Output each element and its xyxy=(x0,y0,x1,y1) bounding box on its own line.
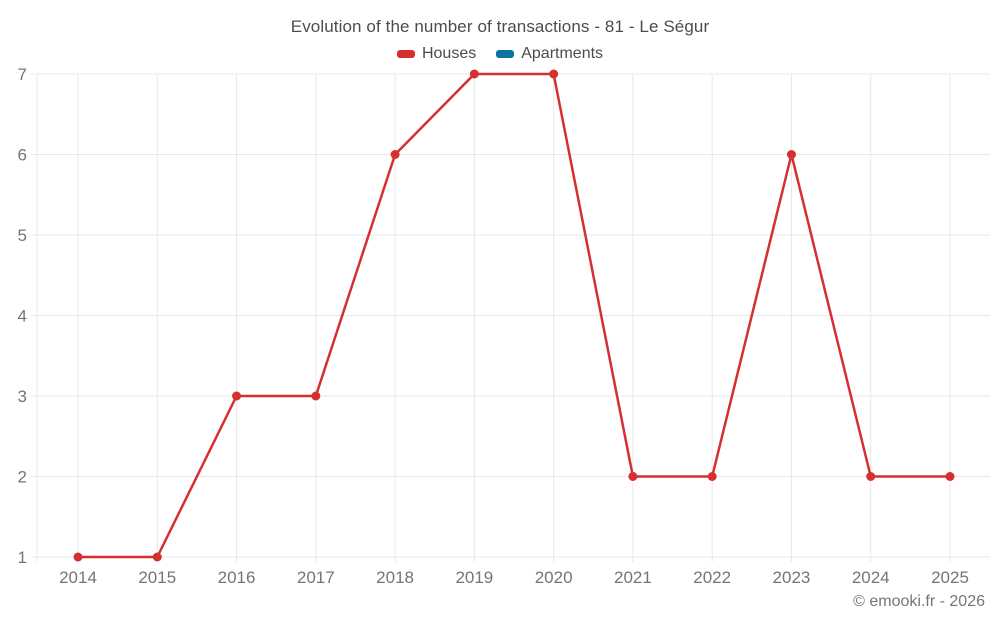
houses-data-point-2017[interactable] xyxy=(311,391,321,401)
y-axis-tick-label-4: 4 xyxy=(18,307,27,326)
x-axis-tick-label-2021: 2021 xyxy=(614,568,652,587)
houses-data-point-2023[interactable] xyxy=(786,150,796,159)
x-axis-tick-label-2025: 2025 xyxy=(931,568,969,587)
watermark: © emooki.fr - 2026 xyxy=(853,593,985,610)
houses-data-point-2022[interactable] xyxy=(707,472,717,481)
legend-label-apartments: Apartments xyxy=(521,45,604,62)
legend: Houses Apartments xyxy=(0,45,1000,63)
houses-data-point-2021[interactable] xyxy=(628,472,638,481)
x-axis-tick-label-2024: 2024 xyxy=(852,568,890,587)
x-axis-tick-label-2017: 2017 xyxy=(297,568,335,587)
houses-data-point-2024[interactable] xyxy=(866,472,876,481)
x-axis-tick-label-2018: 2018 xyxy=(376,568,414,587)
y-axis-tick-label-6: 6 xyxy=(18,146,27,165)
y-axis-tick-label-7: 7 xyxy=(18,65,27,84)
x-axis-tick-label-2020: 2020 xyxy=(535,568,573,587)
x-axis-tick-label-2023: 2023 xyxy=(773,568,811,587)
houses-data-point-2016[interactable] xyxy=(232,391,242,401)
houses-data-point-2025[interactable] xyxy=(945,472,955,481)
houses-data-point-2020[interactable] xyxy=(549,69,559,79)
houses-series-line xyxy=(76,72,952,559)
y-axis-tick-label-5: 5 xyxy=(18,226,27,245)
legend-label-houses: Houses xyxy=(421,45,477,62)
legend-item-apartments[interactable]: Apartments xyxy=(496,45,603,63)
legend-item-houses[interactable]: Houses xyxy=(396,45,477,63)
apartments-series-swatch-icon xyxy=(496,50,515,58)
y-axis-tick-label-3: 3 xyxy=(18,387,27,406)
houses-data-point-2015[interactable] xyxy=(152,552,162,562)
x-axis-tick-label-2019: 2019 xyxy=(455,568,493,587)
x-axis-tick-label-2022: 2022 xyxy=(693,568,731,587)
houses-data-point-2018[interactable] xyxy=(390,150,400,159)
y-axis-tick-label-1: 1 xyxy=(18,548,27,567)
x-axis-tick-label-2016: 2016 xyxy=(218,568,256,587)
houses-data-point-2019[interactable] xyxy=(469,69,479,79)
chart-title: Evolution of the number of transactions … xyxy=(290,17,710,36)
houses-data-point-2014[interactable] xyxy=(73,552,83,562)
x-axis-tick-label-2015: 2015 xyxy=(138,568,176,587)
houses-series-swatch-icon xyxy=(396,50,415,58)
x-axis-tick-label-2014: 2014 xyxy=(59,568,97,587)
y-axis-tick-label-2: 2 xyxy=(18,468,27,487)
